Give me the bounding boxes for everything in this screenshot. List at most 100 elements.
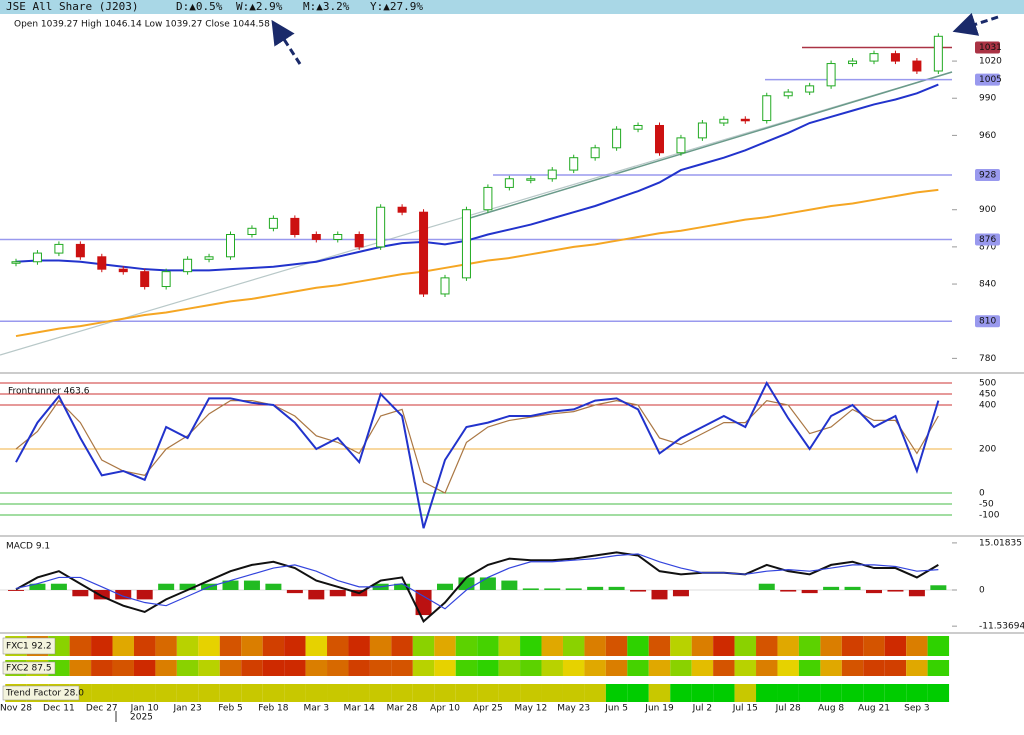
macd-bar	[930, 585, 947, 590]
heat-cell	[112, 636, 134, 656]
panel-label: FXC2 87.5	[6, 664, 52, 674]
heat-cell	[863, 636, 885, 656]
heat-cell	[412, 636, 435, 656]
heat-cell	[112, 660, 134, 676]
macd-bar	[672, 589, 689, 597]
trend-line	[469, 71, 953, 219]
x-tick-label: Feb 18	[258, 704, 289, 714]
candle	[226, 233, 235, 258]
x-tick-label: Jul 28	[775, 704, 801, 714]
panel-label-box	[2, 637, 56, 655]
panel-label-box	[2, 661, 56, 675]
candle	[483, 186, 493, 211]
candle	[440, 277, 450, 295]
candle	[740, 118, 750, 122]
y-tick-label: 200	[979, 445, 996, 455]
macd-bar	[329, 589, 346, 597]
level-box	[975, 233, 1000, 246]
x-tick-label: Jun 19	[644, 704, 674, 714]
heat-cell	[648, 636, 671, 656]
candle	[504, 178, 514, 188]
ohlc-info: Open 1039.27 High 1046.14 Low 1039.27 Cl…	[14, 20, 270, 30]
candle	[183, 258, 193, 273]
oscillator-line	[15, 399, 939, 494]
trend-cell	[91, 684, 113, 702]
heat-cell	[756, 660, 778, 676]
level-label: 1005	[979, 75, 1002, 85]
macd-bar	[587, 586, 604, 590]
header-day: D:▲0.5%	[176, 0, 223, 13]
trend-cell	[198, 684, 220, 702]
heat-cell	[777, 636, 799, 656]
heat-cell	[69, 660, 92, 676]
macd-bar	[544, 588, 561, 590]
header-bar	[0, 0, 1024, 14]
x-tick-label: Jul 2	[692, 704, 712, 714]
macd-bar	[29, 583, 46, 590]
candle	[783, 91, 793, 97]
heat-cell	[219, 636, 242, 656]
candle	[97, 256, 107, 270]
heat-cell	[198, 660, 220, 676]
y-tick-label: 500	[979, 379, 996, 389]
macd-bar	[158, 583, 175, 590]
heat-cell	[670, 660, 692, 676]
trend-cell	[906, 684, 928, 702]
heat-cell	[884, 636, 907, 656]
candle	[247, 227, 257, 235]
trend-cell	[305, 684, 328, 702]
macd-bar	[780, 589, 797, 592]
heat-cell	[734, 660, 757, 676]
heat-cell	[884, 660, 907, 676]
macd-bar	[243, 580, 260, 590]
trend-cell	[756, 684, 778, 702]
candle	[376, 206, 386, 248]
trend-cell	[520, 684, 542, 702]
heat-cell	[412, 660, 435, 676]
x-tick-label: Aug 21	[858, 704, 890, 714]
heat-cell	[541, 636, 563, 656]
candle	[461, 209, 471, 279]
candle	[32, 252, 42, 263]
candle	[268, 217, 278, 229]
x-tick-label: Mar 3	[304, 704, 330, 714]
x-tick-label: May 12	[514, 704, 547, 714]
heat-cell	[927, 636, 950, 656]
heat-cell	[155, 636, 177, 656]
candle	[612, 128, 622, 149]
trend-cell	[648, 684, 671, 702]
heat-cell	[927, 660, 950, 676]
heat-cell	[734, 636, 757, 656]
candle	[805, 85, 815, 93]
heat-cell	[798, 636, 821, 656]
heat-cell	[455, 660, 478, 676]
x-tick-label: Apr 10	[430, 704, 460, 714]
trend-cell	[670, 684, 692, 702]
heat-cell	[241, 660, 263, 676]
macd-bar	[630, 589, 647, 592]
candle	[933, 35, 943, 72]
panel-label: MACD 9.1	[6, 542, 50, 552]
x-tick-label: Dec 27	[86, 704, 118, 714]
y-tick-label: 780	[979, 354, 996, 364]
trend-cell	[927, 684, 950, 702]
trend-cell	[412, 684, 435, 702]
trend-cell	[884, 684, 907, 702]
heat-cell	[434, 660, 456, 676]
macd-bar	[8, 589, 24, 591]
macd-bar	[801, 589, 818, 594]
trend-cell	[820, 684, 842, 702]
candle	[290, 217, 300, 235]
heat-cell	[198, 636, 220, 656]
trend-cell	[777, 684, 799, 702]
heat-cell	[133, 660, 156, 676]
heat-cell	[348, 636, 370, 656]
candle	[826, 63, 836, 87]
heat-cell	[327, 660, 349, 676]
trend-cell	[155, 684, 177, 702]
macd-bar	[479, 577, 496, 590]
macd-bar	[415, 589, 432, 616]
x-tick-label: Mar 28	[386, 704, 418, 714]
candle	[547, 169, 557, 180]
heat-cell	[305, 636, 328, 656]
